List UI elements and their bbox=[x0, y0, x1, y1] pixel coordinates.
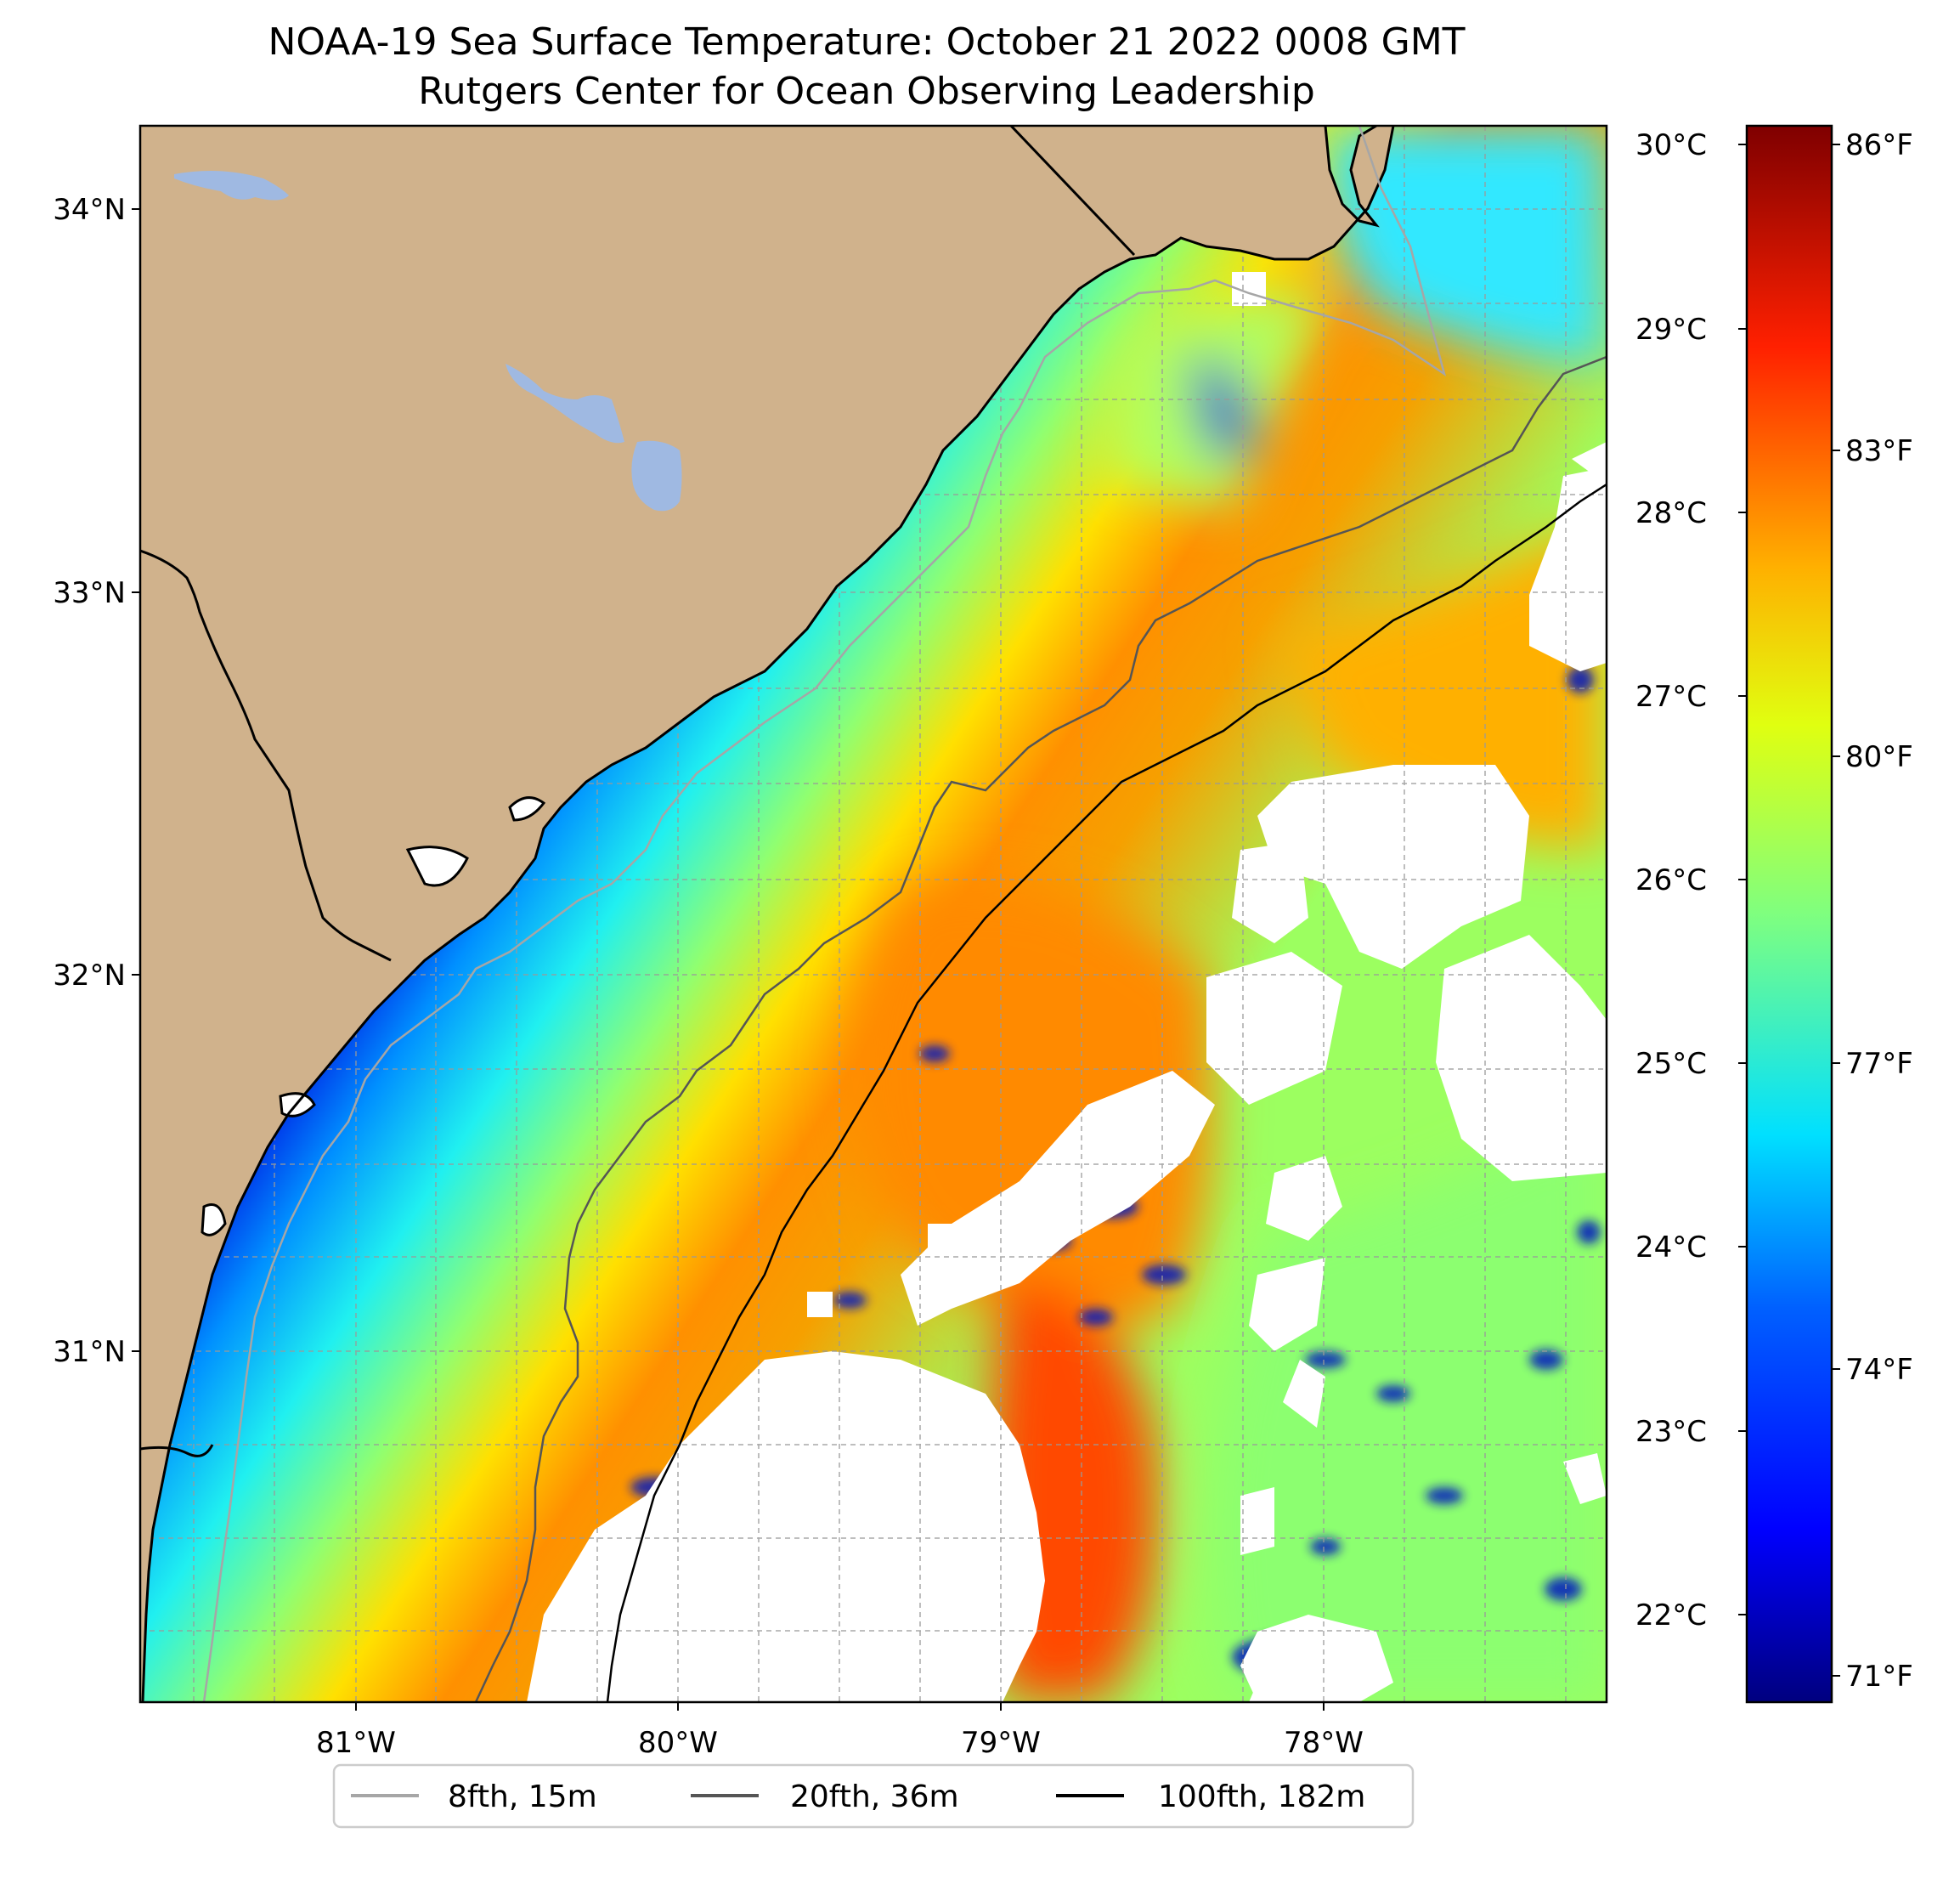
lakes bbox=[174, 171, 682, 512]
lat-label-33: 33°N bbox=[53, 576, 126, 610]
lon-label-81: 81°W bbox=[316, 1726, 396, 1760]
colorbar-fahrenheit-axis: 86°F 83°F 80°F 77°F 74°F 71°F bbox=[1832, 128, 1913, 1694]
fahrenheit-label-86: 86°F bbox=[1845, 128, 1913, 162]
title-line-1: NOAA-19 Sea Surface Temperature: October… bbox=[268, 20, 1465, 64]
fahrenheit-label-71: 71°F bbox=[1845, 1660, 1913, 1694]
celsius-label-30: 30°C bbox=[1635, 128, 1707, 162]
legend-label-8fth: 8fth, 15m bbox=[448, 1779, 597, 1814]
colorbar: 30°C 29°C 28°C 27°C 26°C 25°C 24°C 23°C … bbox=[1635, 124, 1913, 1704]
isobath-100fth bbox=[606, 483, 1607, 1702]
celsius-label-29: 29°C bbox=[1635, 313, 1707, 347]
estuaries bbox=[201, 796, 546, 1236]
celsius-label-23: 23°C bbox=[1635, 1415, 1707, 1449]
lon-label-79: 79°W bbox=[961, 1726, 1041, 1760]
state-borders bbox=[140, 126, 1136, 1457]
celsius-label-26: 26°C bbox=[1635, 863, 1707, 897]
celsius-label-25: 25°C bbox=[1635, 1047, 1707, 1081]
legend-label-100fth: 100fth, 182m bbox=[1158, 1779, 1365, 1814]
colorbar-celsius-axis: 30°C 29°C 28°C 27°C 26°C 25°C 24°C 23°C … bbox=[1635, 128, 1747, 1632]
fahrenheit-label-77: 77°F bbox=[1845, 1047, 1913, 1081]
map-frame bbox=[138, 124, 1608, 1704]
lat-label-34: 34°N bbox=[53, 193, 126, 227]
land-area bbox=[140, 126, 1393, 1702]
map-panel bbox=[140, 126, 1607, 1702]
fahrenheit-label-80: 80°F bbox=[1845, 740, 1913, 774]
colorbar-gradient bbox=[1745, 124, 1833, 1704]
celsius-label-28: 28°C bbox=[1635, 496, 1707, 530]
fahrenheit-label-74: 74°F bbox=[1845, 1353, 1913, 1387]
longitude-axis: 81°W 80°W 79°W 78°W bbox=[316, 1702, 1364, 1760]
fahrenheit-label-83: 83°F bbox=[1845, 434, 1913, 468]
celsius-label-27: 27°C bbox=[1635, 680, 1707, 714]
legend-label-20fth: 20fth, 36m bbox=[790, 1779, 959, 1814]
lat-label-32: 32°N bbox=[53, 959, 126, 993]
lat-label-31: 31°N bbox=[53, 1335, 126, 1369]
title-line-2: Rutgers Center for Ocean Observing Leade… bbox=[418, 70, 1315, 113]
latitude-axis: 34°N 33°N 32°N 31°N bbox=[53, 193, 140, 1369]
celsius-label-22: 22°C bbox=[1635, 1598, 1707, 1632]
isobath-20fth bbox=[474, 355, 1607, 1702]
celsius-label-24: 24°C bbox=[1635, 1231, 1707, 1264]
isobath-8fth bbox=[202, 126, 1447, 1702]
coastline bbox=[141, 126, 1395, 1702]
lon-label-80: 80°W bbox=[638, 1726, 718, 1760]
legend: 8fth, 15m 20fth, 36m 100fth, 182m bbox=[332, 1763, 1415, 1829]
lon-label-78: 78°W bbox=[1284, 1726, 1364, 1760]
legend-box bbox=[332, 1763, 1415, 1829]
